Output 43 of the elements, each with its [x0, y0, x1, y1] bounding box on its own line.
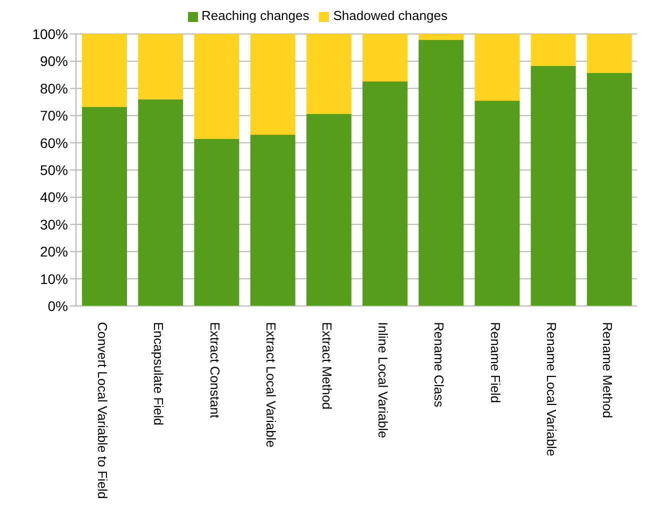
x-tick-label: Extract Local Variable: [263, 322, 278, 448]
y-tick-label: 70%: [40, 108, 68, 124]
bar: [250, 34, 296, 135]
y-tick-label: 10%: [40, 270, 68, 287]
bar: [586, 34, 632, 73]
bar: [474, 100, 520, 306]
y-tick-label: 90%: [40, 53, 68, 70]
bar: [138, 99, 184, 306]
y-tick-label: 60%: [40, 134, 68, 151]
bar: [82, 106, 127, 306]
bar: [138, 34, 184, 100]
y-tick-label: 30%: [40, 216, 68, 232]
x-tick-label: Extract Constant: [207, 322, 222, 418]
bar: [250, 134, 296, 306]
bar: [306, 34, 352, 114]
bar: [530, 34, 576, 66]
y-tick-label: 80%: [40, 80, 68, 96]
y-tick-label: 50%: [40, 162, 68, 178]
y-tick-label: 40%: [40, 189, 68, 206]
legend-label: Shadowed changes: [333, 8, 448, 23]
bar: [82, 34, 127, 107]
x-tick-label: Rename Field: [488, 322, 503, 403]
bar: [306, 114, 352, 306]
x-tick-label: Inline Local Variable: [376, 322, 391, 438]
bar: [362, 81, 408, 306]
x-tick-label: Encapsulate Field: [151, 322, 166, 426]
x-tick-label: Convert Local Variable to Field: [95, 322, 110, 499]
bar: [586, 72, 632, 306]
y-tick-label: 100%: [32, 26, 68, 42]
x-tick-label: Rename Local Variable: [544, 322, 559, 456]
bar: [194, 34, 240, 139]
y-tick-label: 0%: [48, 298, 68, 314]
y-tick-label: 20%: [40, 244, 68, 260]
bar: [530, 66, 576, 306]
bar: [474, 34, 520, 101]
bar: [418, 34, 464, 40]
bar: [418, 40, 464, 306]
x-tick-label: Rename Class: [432, 322, 447, 408]
legend-label: Reaching changes: [202, 8, 310, 23]
x-tick-label: Extract Method: [319, 322, 334, 410]
x-tick-label: Rename Method: [600, 322, 615, 418]
bar: [362, 34, 408, 82]
bar: [194, 138, 240, 306]
